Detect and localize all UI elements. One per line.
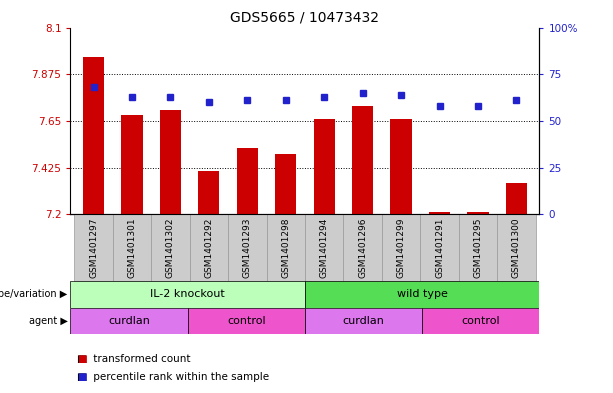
Bar <box>275 154 296 214</box>
Bar <box>390 119 412 214</box>
Title: GDS5665 / 10473432: GDS5665 / 10473432 <box>230 11 379 25</box>
Text: GSM1401296: GSM1401296 <box>358 217 367 278</box>
Bar <box>228 214 267 281</box>
Bar <box>83 57 104 214</box>
Text: GSM1401292: GSM1401292 <box>204 217 213 278</box>
Text: GSM1401294: GSM1401294 <box>320 217 329 278</box>
Text: ■: ■ <box>77 372 86 382</box>
Bar <box>421 214 459 281</box>
Text: IL-2 knockout: IL-2 knockout <box>150 289 225 299</box>
Text: GSM1401293: GSM1401293 <box>243 217 252 278</box>
Text: wild type: wild type <box>397 289 447 299</box>
Bar <box>113 214 151 281</box>
Bar <box>382 214 421 281</box>
Bar <box>160 110 181 214</box>
Bar <box>429 212 450 214</box>
Bar <box>70 281 305 308</box>
Bar <box>422 308 539 334</box>
Bar <box>506 183 527 214</box>
Text: GSM1401298: GSM1401298 <box>281 217 290 278</box>
Bar <box>74 214 113 281</box>
Bar <box>121 115 143 214</box>
Text: GSM1401295: GSM1401295 <box>473 217 482 278</box>
Bar <box>305 281 539 308</box>
Bar <box>151 214 189 281</box>
Bar <box>467 212 489 214</box>
Text: ■: ■ <box>77 354 86 364</box>
Text: control: control <box>462 316 500 326</box>
Bar <box>497 214 536 281</box>
Text: GSM1401299: GSM1401299 <box>397 217 406 278</box>
Bar <box>305 308 422 334</box>
Bar <box>314 119 335 214</box>
Text: control: control <box>227 316 265 326</box>
Text: GSM1401300: GSM1401300 <box>512 217 521 278</box>
Bar <box>267 214 305 281</box>
Text: agent ▶: agent ▶ <box>29 316 67 326</box>
Bar <box>70 308 188 334</box>
Text: GSM1401291: GSM1401291 <box>435 217 444 278</box>
Text: curdlan: curdlan <box>343 316 384 326</box>
Bar <box>188 308 305 334</box>
Text: ■  percentile rank within the sample: ■ percentile rank within the sample <box>77 372 268 382</box>
Bar <box>189 214 228 281</box>
Text: GSM1401297: GSM1401297 <box>89 217 98 278</box>
Text: ■  transformed count: ■ transformed count <box>77 354 190 364</box>
Bar <box>198 171 219 214</box>
Bar <box>237 148 258 214</box>
Text: GSM1401301: GSM1401301 <box>128 217 137 278</box>
Bar <box>352 107 373 214</box>
Bar <box>305 214 343 281</box>
Text: curdlan: curdlan <box>108 316 150 326</box>
Bar <box>343 214 382 281</box>
Bar <box>459 214 497 281</box>
Text: genotype/variation ▶: genotype/variation ▶ <box>0 289 67 299</box>
Text: GSM1401302: GSM1401302 <box>166 217 175 278</box>
